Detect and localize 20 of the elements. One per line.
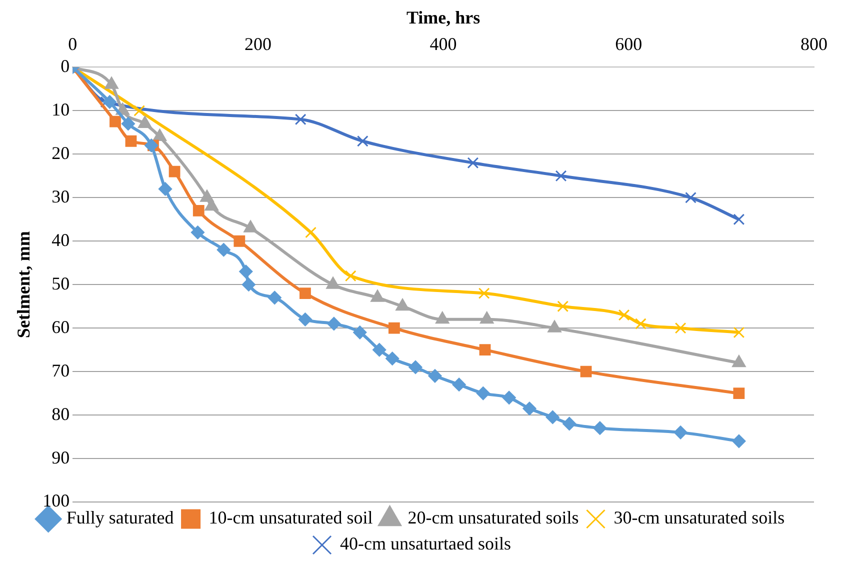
y-tick-label: 30 <box>52 186 70 206</box>
y-tick-label: 0 <box>60 56 70 76</box>
y-tick-label: 50 <box>52 273 70 294</box>
y-axis-title: Setlment, mm <box>13 231 34 338</box>
legend-label: 30-cm unsaturated soils <box>614 508 785 528</box>
y-tick-label: 80 <box>52 404 70 424</box>
legend-label: 40-cm unsaturtaed soils <box>340 534 511 554</box>
legend-label: 10-cm unsaturated soil <box>208 508 373 528</box>
y-tick-label: 10 <box>52 99 70 120</box>
x-tick-label: 400 <box>430 34 457 54</box>
x-tick-label: 200 <box>244 34 272 54</box>
legend-label: 20-cm unsaturated soils <box>408 508 579 528</box>
y-tick-label: 40 <box>52 230 70 250</box>
y-tick-label: 70 <box>52 360 70 380</box>
x-tick-label: 800 <box>800 34 828 54</box>
x-tick-label: 600 <box>615 34 642 54</box>
y-tick-label: 60 <box>52 316 70 337</box>
y-tick-label: 20 <box>52 142 70 163</box>
y-tick-label: 90 <box>52 447 70 468</box>
x-axis-title: Time, hrs <box>406 7 480 28</box>
